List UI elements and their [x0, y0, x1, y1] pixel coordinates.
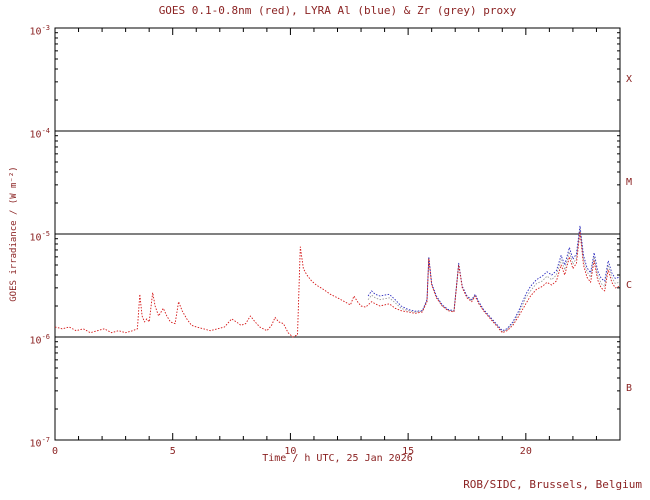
- flare-class-label-c: C: [626, 279, 633, 291]
- x-tick-label: 20: [520, 446, 532, 457]
- x-tick-label: 5: [170, 446, 176, 457]
- plot-frame: [54, 27, 621, 441]
- x-tick-label: 15: [402, 446, 414, 457]
- chart-title: GOES 0.1-0.8nm (red), LYRA Al (blue) & Z…: [158, 4, 517, 17]
- flare-class-label-m: M: [626, 176, 633, 188]
- x-tick-label: 10: [284, 446, 296, 457]
- y-tick-label: 10-7: [29, 436, 50, 450]
- series-goes_red: [54, 231, 619, 338]
- credit-text: ROB/SIDC, Brussels, Belgium: [463, 478, 642, 491]
- flare-class-label-x: X: [626, 73, 633, 85]
- series-lyra_al_blue: [367, 225, 619, 332]
- y-tick-label: 10-4: [29, 127, 50, 141]
- y-tick-label: 10-3: [29, 24, 50, 38]
- y-tick-label: 10-6: [29, 333, 50, 347]
- x-axis-label: Time / h UTC, 25 Jan 2026: [262, 453, 413, 464]
- x-tick-label: 0: [52, 446, 58, 457]
- y-tick-label: 10-5: [29, 230, 50, 244]
- series-lyra_zr_grey: [367, 228, 619, 333]
- flare-class-label-b: B: [626, 382, 633, 394]
